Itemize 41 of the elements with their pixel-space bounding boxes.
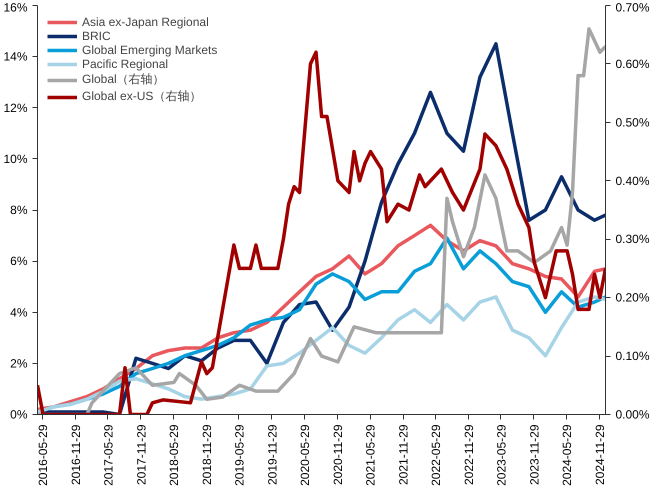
y-tick-label: 8% bbox=[10, 203, 28, 217]
legend-label: BRIC bbox=[82, 29, 111, 43]
x-tick-label: 2019-11-29 bbox=[265, 424, 280, 485]
x-tick-label: 2018-11-29 bbox=[200, 424, 214, 485]
y2-tick-label: 0.00% bbox=[616, 408, 650, 422]
y-tick-label: 10% bbox=[3, 152, 28, 166]
x-tick-label: 2022-05-29 bbox=[428, 424, 443, 486]
y-tick-label: 14% bbox=[3, 50, 28, 64]
x-tick-label: 2017-11-29 bbox=[134, 424, 148, 485]
x-tick-label: 2018-05-29 bbox=[166, 424, 181, 486]
x-tick-label: 2021-05-29 bbox=[364, 424, 378, 486]
x-tick-label: 2020-05-29 bbox=[298, 424, 312, 486]
y-tick-label: 6% bbox=[10, 254, 28, 268]
legend-label: Global（右轴） bbox=[82, 71, 165, 88]
x-tick-label: 2020-11-29 bbox=[331, 424, 346, 485]
y2-tick-label: 0.70% bbox=[616, 0, 650, 14]
x-tick-label: 2024-11-29 bbox=[593, 424, 608, 485]
x-tick-label: 2022-11-29 bbox=[462, 424, 476, 485]
y2-tick-label: 0.10% bbox=[616, 349, 650, 364]
x-tick-label: 2016-11-29 bbox=[69, 424, 84, 485]
x-tick-label: 2017-05-29 bbox=[101, 424, 116, 486]
legend-label: Global ex-US（右轴） bbox=[82, 88, 202, 105]
x-tick-label: 2023-11-29 bbox=[527, 424, 542, 485]
y-tick-label: 16% bbox=[3, 0, 28, 14]
legend-label: Pacific Regional bbox=[82, 57, 168, 71]
y-tick-label: 12% bbox=[3, 100, 28, 115]
y-tick-label: 4% bbox=[10, 305, 28, 320]
y2-tick-label: 0.40% bbox=[616, 174, 650, 188]
y2-tick-label: 0.50% bbox=[616, 115, 650, 130]
x-tick-label: 2016-05-29 bbox=[36, 424, 50, 486]
x-tick-label: 2024-05-29 bbox=[560, 424, 574, 486]
y-tick-label: 0% bbox=[10, 408, 28, 422]
legend-label: Asia ex-Japan Regional bbox=[82, 15, 209, 29]
x-tick-label: 2019-05-29 bbox=[232, 424, 246, 486]
x-tick-label: 2023-05-29 bbox=[494, 424, 508, 486]
legend-label: Global Emerging Markets bbox=[82, 43, 218, 57]
y2-tick-label: 0.20% bbox=[616, 290, 650, 305]
y2-tick-label: 0.30% bbox=[616, 232, 650, 246]
y2-tick-label: 0.60% bbox=[616, 56, 650, 71]
y-tick-label: 2% bbox=[10, 356, 28, 370]
x-tick-label: 2021-11-29 bbox=[396, 424, 411, 485]
